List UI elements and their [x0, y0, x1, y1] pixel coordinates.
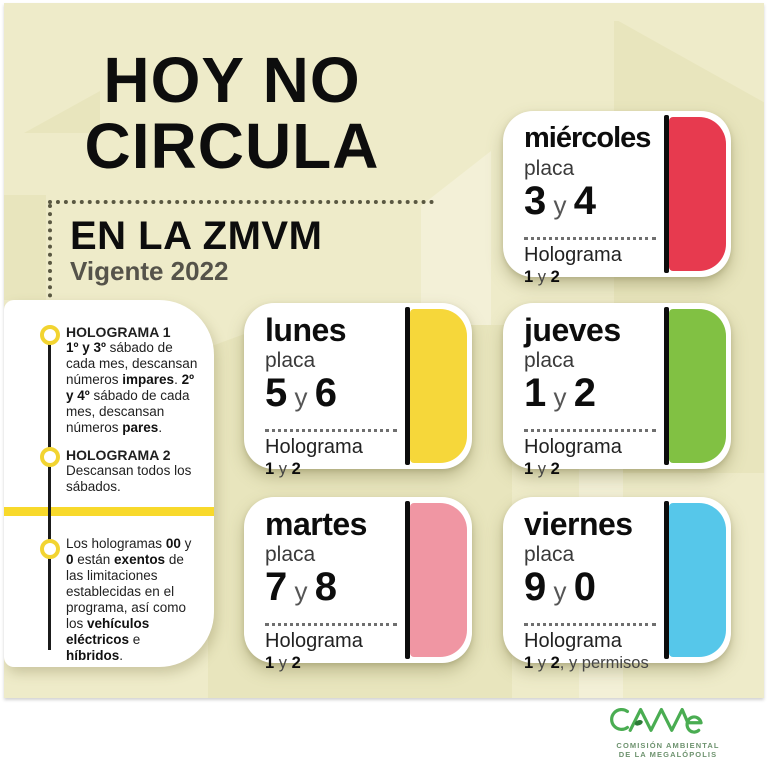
hologram-numbers: 1 y 2, y permisos: [524, 654, 649, 672]
day-name: lunes: [265, 312, 347, 348]
came-wordmark-icon: [610, 707, 703, 734]
day-name: jueves: [524, 312, 621, 348]
hologram-label: Holograma: [524, 244, 622, 266]
day-card-miercoles: miércoles placa 3 y 4 Holograma 1 y 2: [503, 111, 731, 286]
placa-label: placa: [265, 543, 316, 566]
dotted-divider-vertical: [48, 204, 52, 330]
color-block-yellow: [410, 309, 467, 463]
skyline-shape: [4, 195, 46, 300]
dotted-separator: [265, 429, 397, 432]
black-divider-bar: [664, 115, 669, 273]
page-title: HOY NO CIRCULA: [54, 47, 410, 179]
placa-label: placa: [524, 543, 575, 566]
plate-numbers: 1 y 2: [524, 371, 596, 415]
dotted-separator: [265, 623, 397, 626]
plate-numbers: 9 y 0: [524, 565, 596, 609]
exemptions-note: Los hologramas 00 y 0 están exentos de l…: [66, 536, 192, 663]
placa-label: placa: [524, 349, 575, 372]
dotted-separator: [524, 237, 656, 240]
validity-label: Vigente 2022: [70, 256, 229, 286]
day-card-viernes: viernes placa 9 y 0 Holograma 1 y 2, y p…: [503, 497, 731, 672]
hologram1-body: 1º y 3º sábado de cada mes, descansan nú…: [66, 340, 198, 435]
day-name: viernes: [524, 506, 633, 542]
plate-numbers: 3 y 4: [524, 179, 596, 223]
black-divider-bar: [405, 307, 410, 465]
hologram-label: Holograma: [265, 630, 363, 652]
black-divider-bar: [664, 501, 669, 659]
hologram-label: Holograma: [524, 630, 622, 652]
dotted-separator: [524, 623, 656, 626]
timeline-bullet: [40, 325, 60, 345]
day-name: martes: [265, 506, 367, 542]
title-line2: CIRCULA: [84, 110, 380, 182]
color-block-cyan: [669, 503, 726, 657]
yellow-divider-bar: [4, 507, 214, 516]
timeline-line: [48, 332, 51, 650]
came-logo-caption: COMISIÓN AMBIENTAL DE LA MEGALÓPOLIS: [616, 741, 720, 759]
timeline-bullet: [40, 539, 60, 559]
hologram-numbers: 1 y 2: [265, 460, 301, 478]
placa-label: placa: [524, 157, 575, 180]
hologram-label: Holograma: [265, 436, 363, 458]
placa-label: placa: [265, 349, 316, 372]
hologram-info-panel: [4, 300, 214, 667]
hologram-numbers: 1 y 2: [524, 268, 560, 286]
black-divider-bar: [664, 307, 669, 465]
card-content: martes placa 7 y 8 Holograma 1 y 2: [265, 506, 400, 673]
hologram2-title: HOLOGRAMA 2: [66, 447, 171, 463]
day-card-lunes: lunes placa 5 y 6 Holograma 1 y 2: [244, 303, 472, 478]
color-block-red: [669, 117, 726, 271]
title-line1: HOY NO: [103, 44, 361, 116]
region-subtitle: EN LA ZMVM: [70, 214, 323, 258]
day-card-martes: martes placa 7 y 8 Holograma 1 y 2: [244, 497, 472, 672]
timeline-bullet: [40, 447, 60, 467]
hologram2-body: Descansan todos los sábados.: [66, 463, 192, 494]
poster-background: HOY NO CIRCULA EN LA ZMVM Vigente 2022 H…: [4, 3, 764, 698]
hologram-numbers: 1 y 2: [524, 460, 560, 478]
card-content: lunes placa 5 y 6 Holograma 1 y 2: [265, 312, 400, 479]
day-card-jueves: jueves placa 1 y 2 Holograma 1 y 2: [503, 303, 731, 478]
dotted-divider-horizontal: [48, 200, 434, 204]
day-name: miércoles: [524, 122, 651, 154]
hologram1-note: HOLOGRAMA 1 1º y 3º sábado de cada mes, …: [66, 324, 198, 436]
hologram-label: Holograma: [524, 436, 622, 458]
card-content: viernes placa 9 y 0 Holograma 1 y 2, y p…: [524, 506, 659, 673]
black-divider-bar: [405, 501, 410, 659]
color-block-pink: [410, 503, 467, 657]
hologram1-title: HOLOGRAMA 1: [66, 324, 171, 340]
card-content: jueves placa 1 y 2 Holograma 1 y 2: [524, 312, 659, 479]
hologram2-note: HOLOGRAMA 2 Descansan todos los sábados.: [66, 447, 198, 495]
plate-numbers: 7 y 8: [265, 565, 337, 609]
card-content: miércoles placa 3 y 4 Holograma 1 y 2: [524, 120, 659, 287]
came-logo: COMISIÓN AMBIENTAL DE LA MEGALÓPOLIS: [596, 702, 740, 759]
hologram-numbers: 1 y 2: [265, 654, 301, 672]
plate-numbers: 5 y 6: [265, 371, 337, 415]
dotted-separator: [524, 429, 656, 432]
color-block-green: [669, 309, 726, 463]
